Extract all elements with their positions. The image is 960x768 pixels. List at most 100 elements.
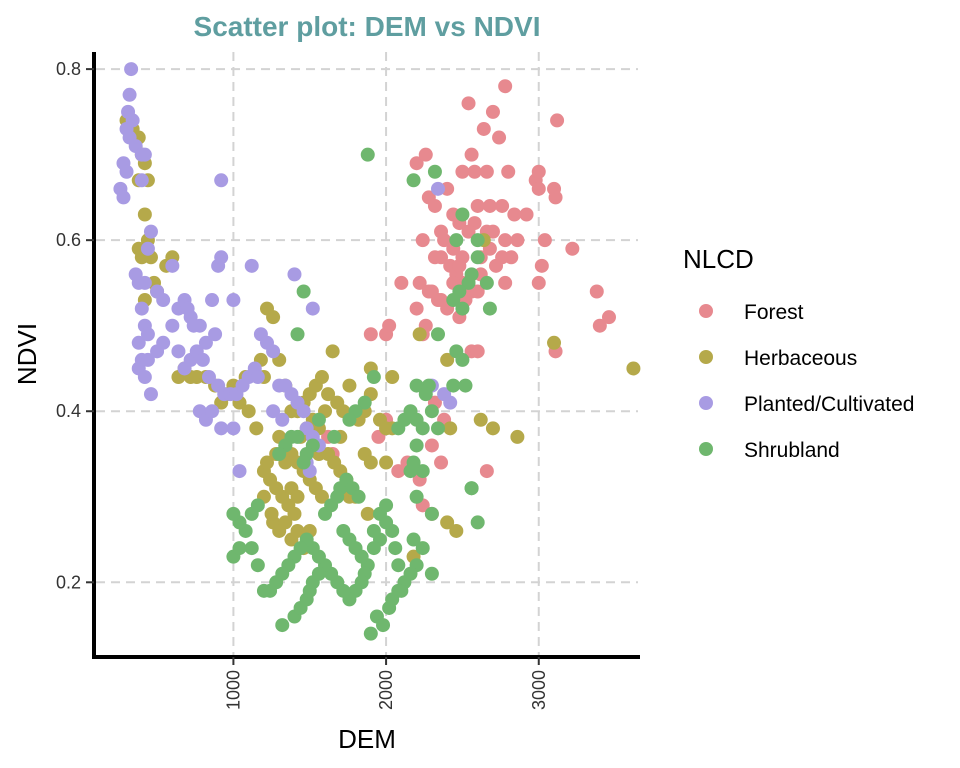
point-herbaceous [360,506,375,521]
point-shrubland [479,275,494,290]
point-planted-cultivated [180,301,195,316]
point-herbaceous [287,506,302,521]
point-herbaceous [290,523,305,538]
point-herbaceous [342,378,357,393]
point-shrubland [275,618,290,633]
y-tick-label: 0.6 [56,230,81,250]
point-planted-cultivated [122,87,137,102]
legend-key-shrubland [699,442,713,456]
point-planted-cultivated [186,318,201,333]
point-shrubland [363,626,378,641]
point-herbaceous [325,344,340,359]
point-shrubland [379,498,394,513]
point-forest [485,104,500,119]
point-shrubland [272,447,287,461]
point-forest [461,96,476,111]
point-shrubland [376,618,391,633]
point-planted-cultivated [119,164,134,179]
point-planted-cultivated [156,335,171,350]
point-planted-cultivated [214,173,229,188]
point-planted-cultivated [156,293,171,308]
point-herbaceous [485,421,500,436]
point-shrubland [366,541,381,556]
point-planted-cultivated [201,370,216,385]
point-planted-cultivated [134,301,149,316]
point-shrubland [458,378,473,393]
point-herbaceous [412,327,427,342]
point-planted-cultivated [430,181,445,196]
point-shrubland [327,429,342,444]
point-forest [601,310,616,325]
point-forest [363,327,378,342]
point-shrubland [449,233,464,248]
point-planted-cultivated [134,173,149,188]
point-forest [424,284,439,299]
point-planted-cultivated [125,113,140,128]
point-planted-cultivated [287,267,302,282]
points-layer [113,62,641,641]
point-planted-cultivated [137,275,152,290]
point-forest [434,224,449,239]
chart-title: Scatter plot: DEM vs NDVI [194,11,541,42]
point-planted-cultivated [266,404,281,419]
point-shrubland [391,583,406,598]
point-shrubland [366,370,381,385]
point-planted-cultivated [143,387,158,402]
point-planted-cultivated [140,327,155,342]
point-shrubland [360,147,375,162]
point-shrubland [296,455,311,470]
point-planted-cultivated [226,421,241,436]
point-shrubland [424,566,439,581]
point-forest [409,156,424,171]
point-herbaceous [314,489,329,504]
point-forest [537,233,552,248]
point-planted-cultivated [214,250,229,265]
point-forest [418,147,433,162]
point-planted-cultivated [195,352,210,367]
point-forest [507,207,522,222]
x-tick-label: 1000 [223,670,243,710]
point-herbaceous [473,412,488,427]
point-shrubland [296,284,311,299]
point-shrubland [427,164,442,179]
point-planted-cultivated [214,421,229,436]
point-forest [498,233,513,248]
point-forest [531,275,546,290]
point-forest [434,293,449,308]
point-planted-cultivated [116,190,131,205]
legend-key-planted-cultivated [699,396,713,410]
point-forest [565,241,580,256]
point-shrubland [409,438,424,453]
point-shrubland [455,301,470,316]
point-shrubland [461,275,476,290]
ticks-layer: 1000 2000 3000 0.2 0.4 0.6 0.8 [56,59,549,710]
point-herbaceous [440,515,455,530]
legend-label-herbaceous: Herbaceous [744,347,857,370]
legend-title: NLCD [683,244,754,274]
point-planted-cultivated [205,293,220,308]
point-shrubland [470,515,485,530]
point-herbaceous [449,523,464,538]
point-planted-cultivated [208,327,223,342]
point-shrubland [455,207,470,222]
point-forest [464,147,479,162]
point-planted-cultivated [232,464,247,479]
point-shrubland [415,421,430,436]
point-shrubland [311,566,326,581]
x-tick-label: 3000 [529,670,549,710]
point-shrubland [354,549,369,564]
point-forest [415,233,430,248]
point-forest [492,130,507,145]
point-shrubland [424,506,439,521]
point-shrubland [415,464,430,479]
point-herbaceous [321,387,336,402]
point-planted-cultivated [305,301,320,316]
point-forest [498,79,513,94]
point-shrubland [388,541,403,556]
point-shrubland [409,378,424,393]
point-forest [531,164,546,179]
point-planted-cultivated [205,404,220,419]
point-forest [476,121,491,136]
point-herbaceous [249,421,264,436]
